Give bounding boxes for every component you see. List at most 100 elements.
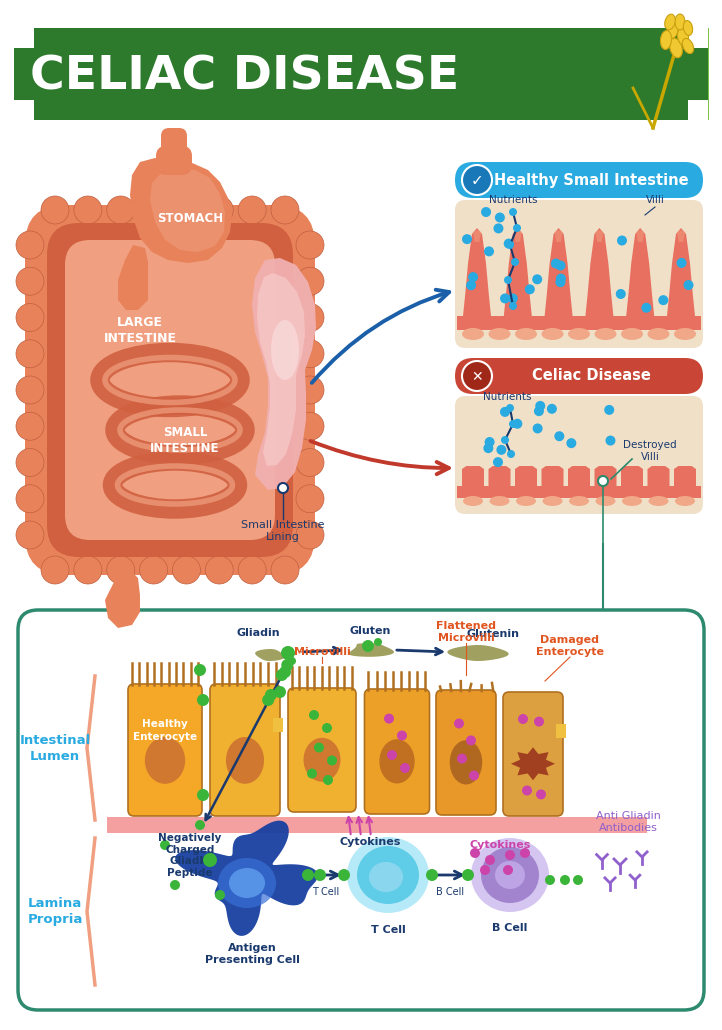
Bar [129, 28, 133, 121]
Bar [14, 28, 34, 48]
Circle shape [454, 719, 464, 728]
Bar [555, 28, 560, 121]
Circle shape [107, 196, 135, 224]
Text: Villi: Villi [645, 195, 664, 205]
Polygon shape [594, 466, 617, 486]
Circle shape [16, 412, 44, 440]
Bar [556, 723, 566, 737]
Bar [510, 28, 515, 121]
Bar [63, 28, 67, 121]
Bar [212, 28, 217, 121]
Bar [461, 28, 466, 121]
Circle shape [509, 302, 517, 310]
Bar [180, 28, 185, 121]
Circle shape [195, 820, 205, 830]
Ellipse shape [379, 740, 414, 784]
Bar [388, 28, 393, 121]
Circle shape [309, 710, 319, 720]
Bar [73, 28, 77, 121]
Bar [413, 28, 417, 121]
Polygon shape [513, 230, 522, 242]
Circle shape [466, 280, 476, 290]
Bar [680, 28, 684, 121]
Text: T Cell: T Cell [370, 925, 405, 935]
Circle shape [504, 239, 514, 248]
Bar [104, 28, 109, 121]
Text: Microvilli: Microvilli [294, 647, 350, 657]
Bar [638, 28, 643, 121]
Text: ✓: ✓ [471, 173, 483, 188]
Bar [365, 28, 369, 121]
Bar [434, 28, 438, 121]
Bar [132, 28, 136, 121]
Circle shape [555, 277, 565, 287]
Polygon shape [118, 245, 148, 310]
Circle shape [374, 638, 382, 646]
Bar [14, 100, 34, 121]
Bar [403, 28, 407, 121]
Bar [593, 28, 598, 121]
Bar [108, 28, 112, 121]
Circle shape [296, 267, 324, 296]
Bar [382, 28, 386, 121]
Ellipse shape [568, 328, 590, 340]
FancyBboxPatch shape [288, 688, 356, 812]
Circle shape [16, 304, 44, 332]
Bar [552, 28, 557, 121]
Text: Glutenin: Glutenin [466, 629, 520, 639]
Bar [139, 28, 144, 121]
Ellipse shape [675, 496, 695, 506]
Bar [316, 28, 321, 121]
Bar [482, 28, 487, 121]
Bar [156, 28, 161, 121]
Ellipse shape [596, 496, 615, 506]
Bar [441, 28, 445, 121]
Bar [392, 28, 396, 121]
Bar [17, 28, 22, 121]
Bar [298, 28, 303, 121]
Circle shape [658, 296, 669, 305]
Bar [281, 28, 286, 121]
Text: B Cell: B Cell [492, 923, 528, 933]
Bar [351, 28, 355, 121]
Text: ✕: ✕ [471, 370, 483, 384]
Bar [284, 28, 289, 121]
Circle shape [604, 405, 614, 415]
Bar [326, 28, 331, 121]
Bar [25, 28, 29, 121]
Bar [528, 28, 532, 121]
Text: Cytokines: Cytokines [339, 837, 401, 847]
Circle shape [470, 848, 480, 858]
Ellipse shape [622, 496, 642, 506]
Bar [21, 28, 25, 121]
Bar [271, 28, 275, 121]
Text: CELIAC DISEASE: CELIAC DISEASE [30, 55, 459, 100]
Circle shape [641, 303, 651, 313]
Bar [430, 28, 435, 121]
Bar [659, 28, 664, 121]
Bar [542, 28, 546, 121]
Ellipse shape [463, 496, 483, 506]
Circle shape [535, 401, 545, 411]
Bar [31, 28, 36, 121]
Circle shape [296, 304, 324, 332]
Text: Intestinal
Lumen: Intestinal Lumen [19, 733, 91, 762]
Bar [469, 28, 473, 121]
Polygon shape [568, 466, 590, 486]
Bar [687, 28, 692, 121]
Bar [635, 28, 640, 121]
Bar [319, 28, 324, 121]
Bar [427, 28, 432, 121]
Bar [601, 28, 605, 121]
Circle shape [485, 855, 495, 865]
Bar [649, 28, 653, 121]
Text: SMALL
INTESTINE: SMALL INTESTINE [150, 425, 219, 454]
Bar [261, 28, 265, 121]
Bar [274, 28, 279, 121]
Polygon shape [648, 466, 669, 486]
Ellipse shape [481, 847, 539, 903]
Bar [240, 28, 244, 121]
Bar [246, 28, 251, 121]
Bar [628, 28, 632, 121]
Bar [375, 28, 379, 121]
